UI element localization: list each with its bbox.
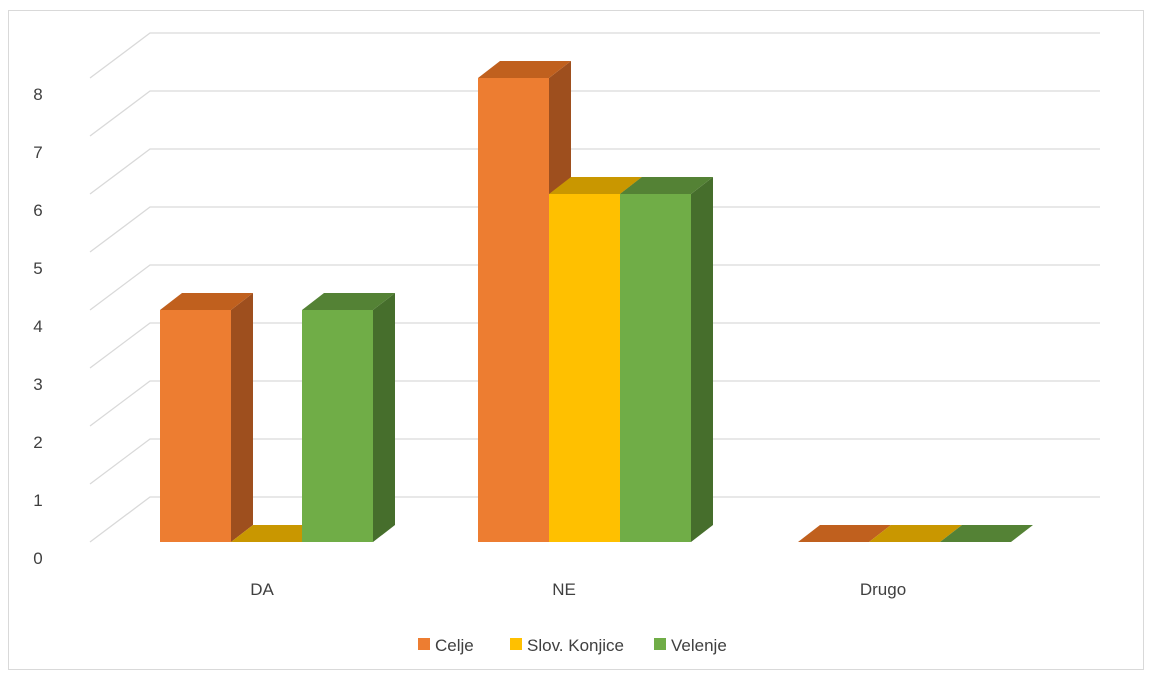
bar-front [478, 78, 549, 542]
x-axis-labels: DA NE Drugo [250, 580, 906, 599]
gridline [89, 322, 1100, 369]
gridline [89, 32, 1100, 79]
legend-swatch [654, 638, 666, 650]
bar-top [160, 293, 253, 310]
y-tick-label: 3 [33, 375, 42, 394]
y-tick-label: 2 [33, 433, 42, 452]
bar-top [549, 177, 642, 194]
gridline [89, 438, 1100, 485]
legend-item: Celje [418, 636, 474, 655]
y-axis-ticks: 0 1 2 3 4 5 6 7 8 [33, 85, 42, 568]
gridline [89, 496, 1100, 543]
bar-front [549, 194, 620, 542]
bar-top [302, 293, 395, 310]
legend-swatch [418, 638, 430, 650]
bar-side [373, 293, 395, 542]
bar [620, 177, 713, 542]
legend-label: Velenje [671, 636, 727, 655]
legend-label: Slov. Konjice [527, 636, 624, 655]
bar-side [691, 177, 713, 542]
y-tick-label: 4 [33, 317, 42, 336]
legend-label: Celje [435, 636, 474, 655]
bar [798, 525, 891, 542]
gridline [89, 148, 1100, 195]
x-tick-label: NE [552, 580, 576, 599]
bar-top [478, 61, 571, 78]
bar [160, 293, 253, 542]
legend-swatch [510, 638, 522, 650]
bar-top [620, 177, 713, 194]
bar [869, 525, 962, 542]
legend-item: Velenje [654, 636, 727, 655]
gridline [89, 264, 1100, 311]
y-tick-label: 8 [33, 85, 42, 104]
legend: Celje Slov. Konjice Velenje [418, 636, 727, 655]
bar-front [620, 194, 691, 542]
gridline [89, 90, 1100, 137]
bar [940, 525, 1033, 542]
bar-top [940, 525, 1033, 542]
gridline [89, 206, 1100, 253]
y-tick-label: 7 [33, 143, 42, 162]
y-tick-label: 6 [33, 201, 42, 220]
bars [160, 61, 1033, 542]
gridline [89, 380, 1100, 427]
gridlines [89, 32, 1100, 543]
y-tick-label: 1 [33, 491, 42, 510]
bar-top [231, 525, 324, 542]
y-tick-label: 0 [33, 549, 42, 568]
y-tick-label: 5 [33, 259, 42, 278]
bar-front [302, 310, 373, 542]
bar [231, 525, 324, 542]
bar-top [869, 525, 962, 542]
bar-top [798, 525, 891, 542]
bar [302, 293, 395, 542]
bar-side [231, 293, 253, 542]
x-tick-label: DA [250, 580, 274, 599]
x-tick-label: Drugo [860, 580, 906, 599]
legend-item: Slov. Konjice [510, 636, 624, 655]
bar-front [160, 310, 231, 542]
